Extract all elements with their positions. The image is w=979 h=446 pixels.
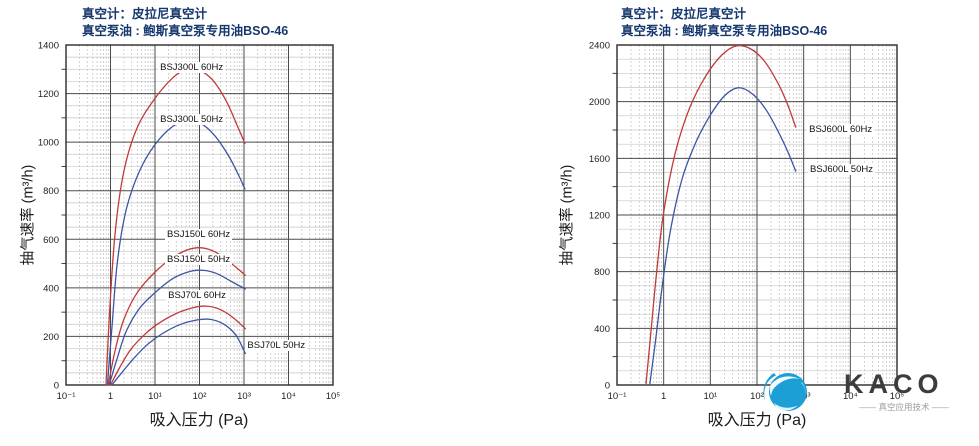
curve-bsj70l-60hz [109, 305, 246, 386]
curve-bsj300l-50hz [106, 119, 246, 386]
y-axis-tick-label: 1200 [38, 89, 59, 100]
y-axis-tick-label: 0 [54, 381, 59, 392]
x-axis-tick-label: 10⁵ [890, 391, 905, 402]
chart-left-title-line1: 真空计：皮拉尼真空计 [82, 7, 208, 21]
chart-right-x-axis-label: 吸入压力 (Pa) [707, 412, 807, 429]
chart-left-plot: 0 200 400 600 800 1000 1200 1400 10⁻¹ 1 10¹ 10² 10³ 1… [38, 41, 341, 403]
series-label-bsj150l-50hz: BSJ150L 50Hz [165, 254, 233, 266]
curve-bsj150l-50hz [108, 269, 246, 386]
x-axis-tick-label: 10¹ [703, 391, 717, 402]
chart-right-title-line1: 真空计：皮拉尼真空计 [621, 7, 747, 21]
chart-right-titles: 真空计：皮拉尼真空计 真空泵油 : 鲍斯真空泵专用油BSO-46 [621, 6, 827, 40]
y-axis-tick-label: 1000 [38, 138, 59, 149]
chart-left-title-line2: 真空泵油 : 鲍斯真空泵专用油BSO-46 [82, 24, 289, 38]
chart-right-title-line2: 真空泵油 : 鲍斯真空泵专用油BSO-46 [621, 24, 828, 38]
x-axis-tick-label: 1 [661, 391, 666, 402]
x-axis-tick-label: 10⁴ [843, 391, 858, 402]
kaco-logo-icon [763, 373, 807, 411]
y-axis-tick-label: 600 [43, 235, 59, 246]
series-label-bsj600l-60hz: BSJ600L 60Hz [807, 123, 875, 135]
y-axis-tick-label: 0 [605, 381, 610, 392]
series-label-bsj150l-60hz: BSJ150L 60Hz [165, 228, 233, 240]
x-axis-tick-label: 10² [750, 391, 764, 402]
series-label-bsj70l-50hz: BSJ70L 50Hz [245, 340, 308, 352]
x-axis-tick-label: 10³ [237, 391, 251, 402]
series-label-bsj300l-60hz: BSJ300L 60Hz [158, 62, 226, 73]
curve-bsj600l-60hz [645, 44, 797, 386]
kaco-logo-text: KACO [844, 369, 944, 399]
y-axis-tick-label: 1200 [589, 211, 610, 222]
kaco-logo: KACO —— 真空应用技术 —— [762, 368, 979, 420]
y-axis-tick-label: 2000 [589, 97, 610, 108]
y-axis-tick-label: 2400 [589, 41, 610, 52]
x-axis-tick-label: 10⁵ [326, 391, 341, 402]
x-axis-tick-label: 1 [108, 391, 113, 402]
y-axis-tick-label: 1400 [38, 41, 59, 52]
x-axis-tick-label: 10² [193, 391, 207, 402]
x-axis-tick-label: 10¹ [148, 391, 162, 402]
curve-bsj600l-50hz [649, 87, 797, 386]
kaco-logo-tagline: —— 真空应用技术 —— [859, 402, 949, 412]
y-axis-tick-label: 400 [43, 283, 59, 294]
chart-right-plot: 0400800120016002000240010⁻¹110¹10²10³10⁴… [589, 41, 905, 403]
y-axis-tick-label: 800 [43, 186, 59, 197]
chart-left-titles: 真空计：皮拉尼真空计 真空泵油 : 鲍斯真空泵专用油BSO-46 [82, 6, 288, 40]
y-axis-tick-label: 200 [43, 332, 59, 343]
x-axis-tick-label: 10⁻¹ [57, 391, 76, 402]
y-axis-tick-label: 400 [594, 324, 610, 335]
y-axis-tick-label: 800 [594, 267, 610, 278]
series-label-bsj600l-50hz: BSJ600L 50Hz [807, 164, 875, 175]
y-axis-tick-label: 1600 [589, 154, 610, 165]
series-label-bsj300l-50hz: BSJ300L 50Hz [158, 114, 226, 126]
x-axis-tick-label: 10⁴ [281, 391, 296, 402]
curve-bsj70l-50hz [111, 318, 246, 386]
chart-left-x-axis-label: 吸入压力 (Pa) [149, 412, 249, 429]
series-label-bsj70l-60hz: BSJ70L 60Hz [166, 290, 228, 302]
x-axis-tick-label: 10⁻¹ [608, 391, 627, 402]
curve-bsj300l-60hz [105, 68, 246, 386]
